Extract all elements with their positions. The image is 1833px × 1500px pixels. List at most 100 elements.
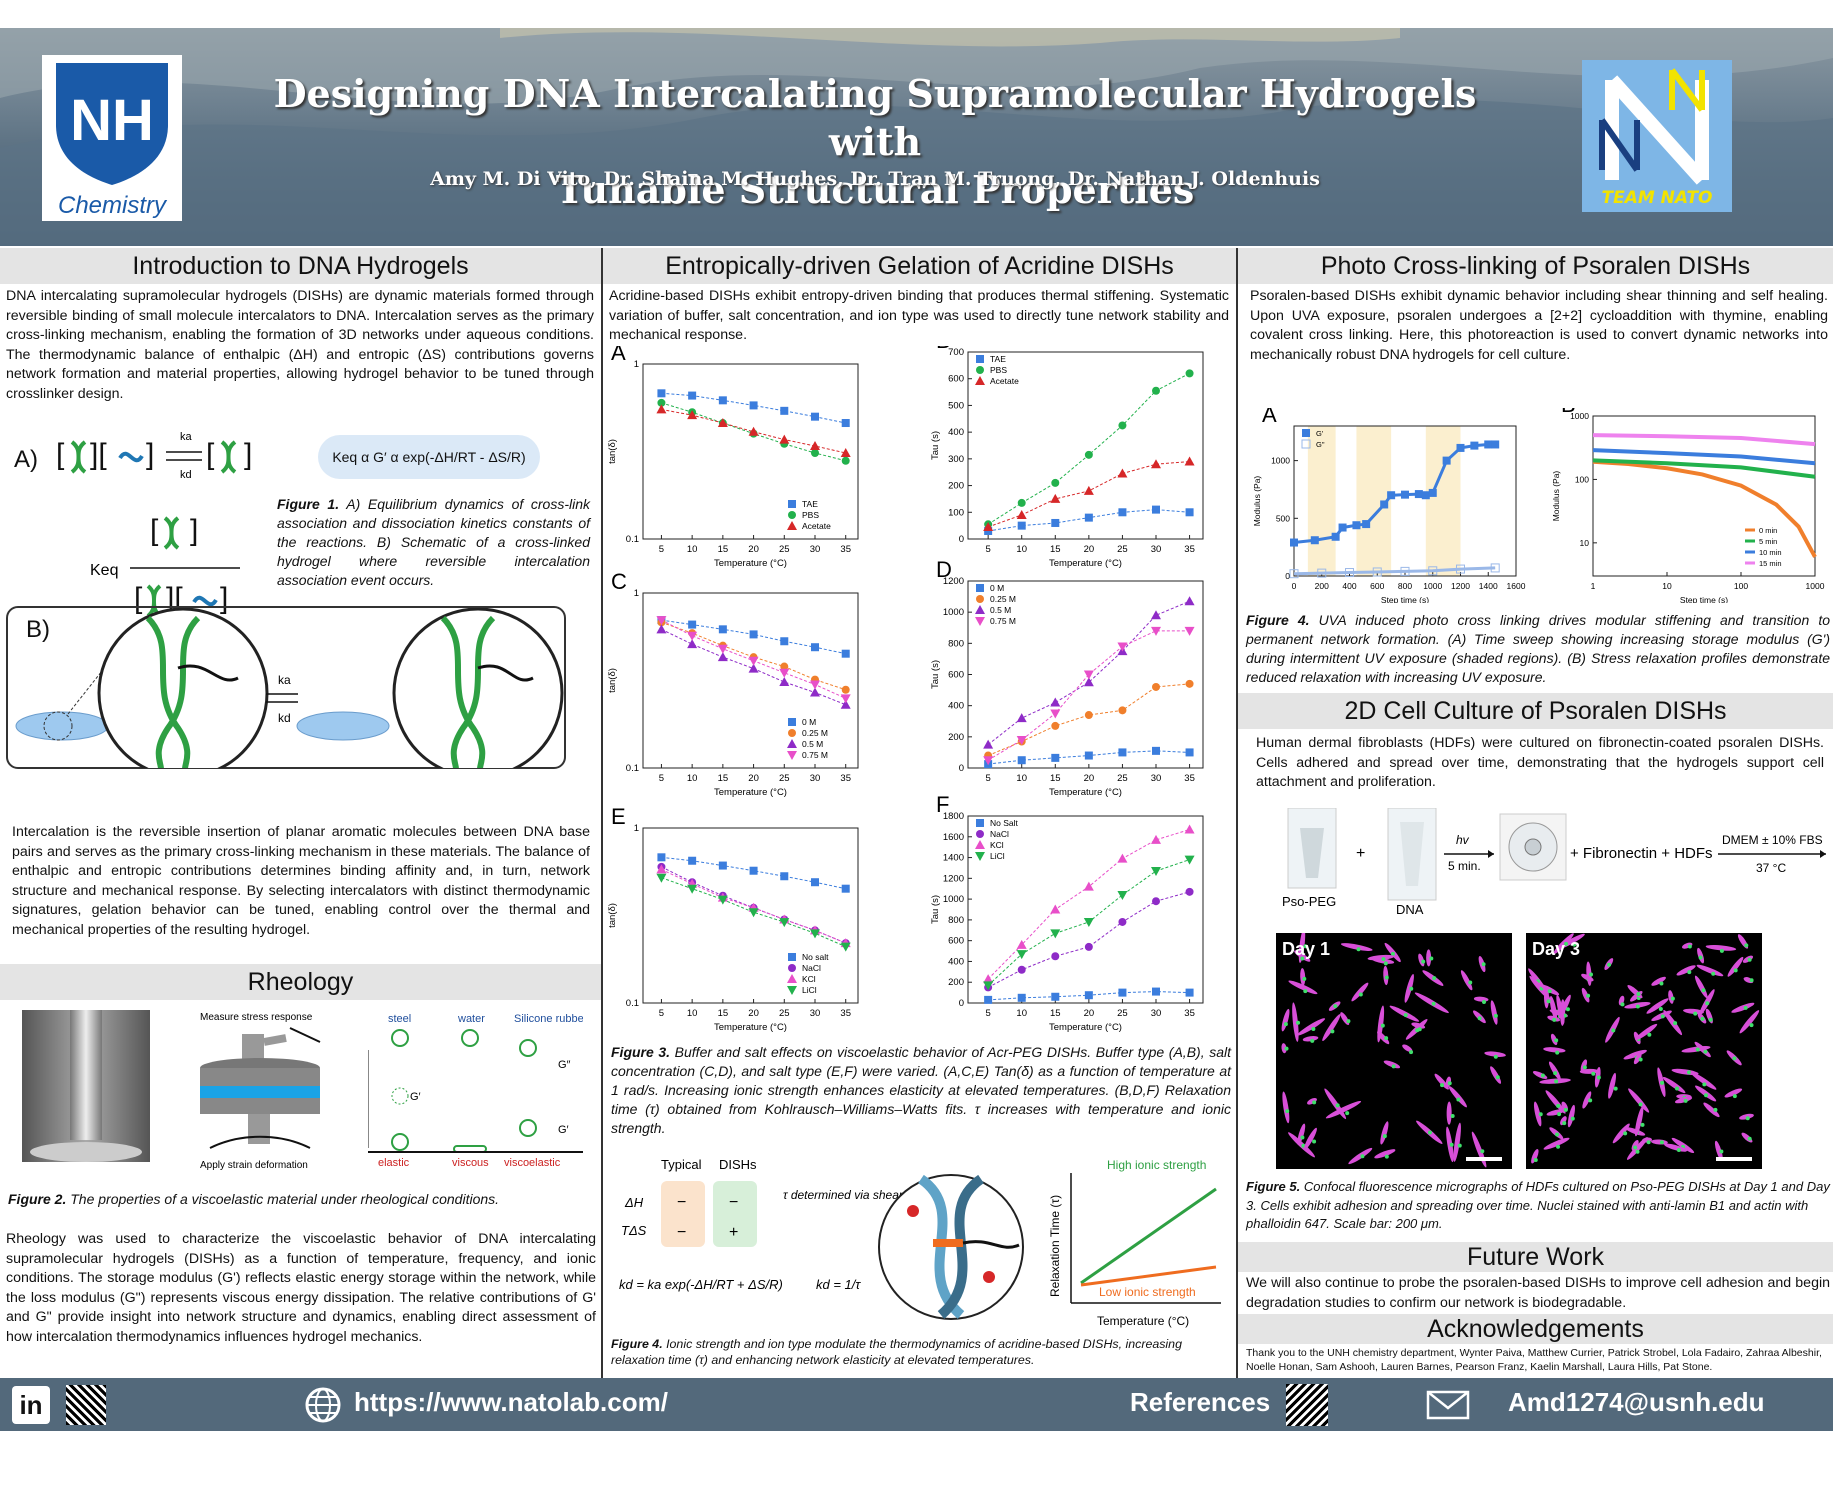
svg-text:G′: G′: [558, 1124, 569, 1136]
legend-entry: No salt: [788, 952, 829, 962]
nucleus: [1449, 1142, 1454, 1147]
nucleus: [1744, 943, 1749, 948]
data-point: [1152, 386, 1160, 395]
nucleus: [1356, 947, 1361, 952]
nucleus: [1538, 1112, 1543, 1117]
actin-cell: [1297, 1018, 1326, 1036]
legend-label: TAE: [990, 354, 1006, 364]
data-point: [657, 389, 666, 398]
x-tick-label: 30: [1151, 544, 1162, 555]
legend-label: KCl: [802, 974, 816, 984]
nucleus: [1312, 1100, 1317, 1105]
actin-cell: [1696, 964, 1724, 977]
scale-bar: [1716, 1157, 1752, 1161]
y-axis-label: Tau (s): [930, 895, 941, 924]
actin-cell: [1581, 987, 1590, 1003]
legend-marker: [976, 830, 984, 838]
references-qr-icon[interactable]: [1286, 1384, 1328, 1426]
data-point: [1050, 904, 1061, 914]
y-tick-label: 200: [948, 481, 964, 492]
nucleus: [1390, 951, 1395, 956]
legend-marker: [788, 511, 796, 519]
series-line: [987, 891, 1190, 988]
legend-marker: [976, 595, 984, 603]
hydrogel-schematic: B) ka kd: [6, 606, 566, 779]
legend-label: PBS: [802, 510, 819, 520]
chart-A-group: A 5 10 15 20 25 30 35 0.1 1 Temperature (°C) tan(δ)…: [607, 346, 859, 569]
legend-entry: 15 min: [1745, 559, 1782, 568]
data-point: [1185, 887, 1194, 896]
nucleus: [1384, 1154, 1389, 1159]
data-point: [717, 652, 728, 662]
future-paragraph: We will also continue to probe the psora…: [1246, 1275, 1830, 1311]
linkedin-icon[interactable]: in: [12, 1386, 50, 1424]
data-point: [810, 440, 820, 450]
nucleus: [1296, 1020, 1301, 1025]
nucleus: [1383, 961, 1388, 966]
actin-cell: [1558, 994, 1571, 1018]
actin-cell: [1460, 970, 1473, 991]
nucleus: [1623, 1131, 1628, 1136]
svg-text:TΔS: TΔS: [621, 1223, 647, 1238]
data-point: [717, 418, 728, 428]
actin-cell: [1377, 1005, 1385, 1043]
data-point: [1118, 508, 1127, 517]
actin-cell: [1292, 1002, 1299, 1042]
svg-text:steel: steel: [388, 1013, 411, 1025]
x-tick-label: 5: [659, 544, 664, 555]
data-point: [841, 649, 850, 658]
email-link[interactable]: Amd1274@usnh.edu: [1508, 1387, 1765, 1417]
legend-label: G': [1316, 429, 1324, 438]
nucleus: [1620, 1002, 1625, 1007]
actin-cell: [1383, 1060, 1401, 1069]
data-point: [657, 398, 666, 407]
data-point: [1484, 440, 1493, 449]
nucleus: [1700, 1016, 1705, 1021]
x-tick-label: 5: [659, 773, 664, 784]
actin-cell: [1646, 998, 1669, 1014]
nucleus: [1704, 1093, 1709, 1098]
legend-marker: [788, 953, 796, 961]
nucleus: [1572, 942, 1577, 947]
actin-cell: [1612, 1123, 1630, 1144]
actin-cell: [1281, 1008, 1290, 1032]
data-point: [1151, 834, 1161, 844]
actin-cell: [1546, 1109, 1565, 1116]
x-tick-label: 400: [1342, 581, 1356, 591]
nucleus: [1447, 1081, 1452, 1086]
actin-cell: [1727, 956, 1744, 977]
nucleus: [1303, 989, 1308, 994]
x-tick-label: 25: [1117, 1008, 1128, 1019]
panel-label: B: [1561, 408, 1576, 417]
linkedin-qr-icon[interactable]: [66, 1385, 106, 1425]
nucleus: [1591, 1071, 1596, 1076]
website-link[interactable]: https://www.natolab.com/: [354, 1387, 668, 1417]
poster-title: Designing DNA Intercalating Supramolecul…: [273, 71, 1477, 212]
legend-entry: 0.25 M: [788, 728, 828, 738]
actin-cell: [1340, 943, 1373, 951]
section-title-culture: 2D Cell Culture of Psoralen DISHs: [1238, 693, 1833, 729]
legend-label: No salt: [802, 952, 829, 962]
y-tick-label: 400: [948, 427, 964, 438]
poster-header: NH Chemistry Designing DNA Intercalating…: [0, 28, 1833, 246]
legend-label: 0.5 M: [990, 605, 1011, 615]
data-point: [1118, 748, 1127, 757]
svg-text:Day 3: Day 3: [1532, 939, 1580, 959]
data-point: [1117, 890, 1128, 900]
legend-marker: [787, 751, 797, 760]
nucleus: [1564, 941, 1569, 946]
nucleus: [1429, 956, 1434, 961]
y-tick-label: 0: [1285, 571, 1290, 581]
data-point: [1152, 746, 1160, 755]
data-point: [1421, 491, 1430, 500]
x-tick-label: 5: [985, 773, 990, 784]
data-point: [780, 872, 789, 881]
data-point: [749, 401, 758, 410]
nucleus: [1300, 956, 1305, 961]
nucleus: [1547, 989, 1552, 994]
x-tick-label: 20: [1084, 544, 1095, 555]
nucleus: [1695, 1047, 1700, 1052]
nucleus: [1456, 1097, 1461, 1102]
legend-label: 0.75 M: [802, 750, 828, 760]
cell-culture-workflow: Pso-PEG + DNA hv 5 min. + Fibronectin + …: [1282, 808, 1826, 917]
